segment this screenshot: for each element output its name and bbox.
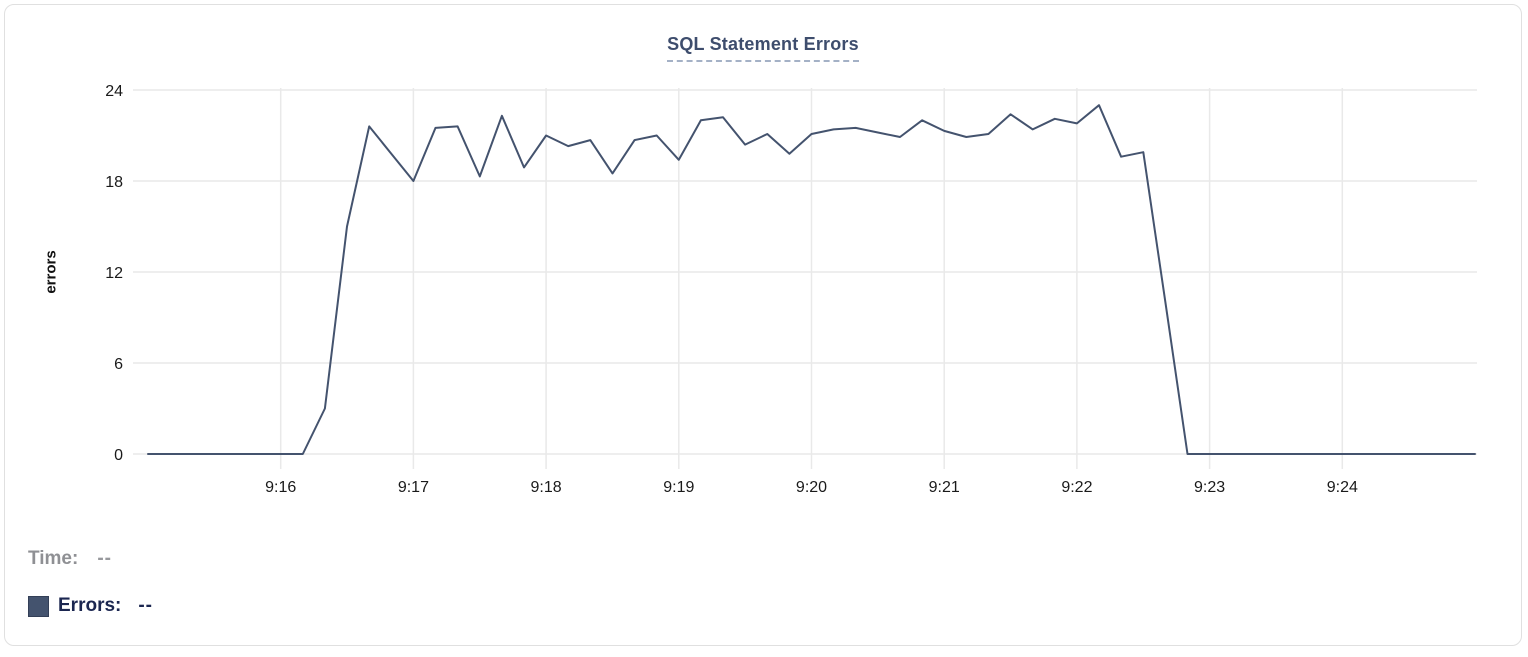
errors-line-chart[interactable]: 0 6 12 18 24 9:16 9:17 9:18 9:19 9:20 9:21 9:22 9:23… <box>5 5 1528 657</box>
time-readout-value: -- <box>97 548 112 569</box>
y-tick-label-24: 24 <box>105 83 123 100</box>
y-tick-label-0: 0 <box>114 447 123 464</box>
time-readout: Time: -- <box>28 548 112 570</box>
errors-series-swatch <box>28 595 49 617</box>
y-axis-label: errors <box>42 250 60 294</box>
x-tick-label-9:17: 9:17 <box>398 479 429 496</box>
errors-line <box>147 104 1476 455</box>
y-tick-label-12: 12 <box>105 265 123 282</box>
y-tick-label-18: 18 <box>105 174 123 191</box>
chart-title[interactable]: SQL Statement Errors <box>667 34 859 62</box>
x-tick-label-9:19: 9:19 <box>663 479 694 496</box>
y-tick-labels: 0 6 12 18 24 <box>105 83 123 464</box>
vertical-gridlines <box>279 88 1344 469</box>
time-readout-label: Time: <box>28 548 79 569</box>
errors-readout-label: Errors: <box>58 595 122 616</box>
chart-title-wrap: SQL Statement Errors <box>5 34 1521 62</box>
x-tick-label-9:18: 9:18 <box>531 479 562 496</box>
x-tick-labels: 9:16 9:17 9:18 9:19 9:20 9:21 9:22 9:23 9:24 <box>265 479 1358 496</box>
x-tick-label-9:20: 9:20 <box>796 479 827 496</box>
horizontal-gridlines <box>133 89 1477 455</box>
x-tick-label-9:16: 9:16 <box>265 479 296 496</box>
x-tick-label-9:23: 9:23 <box>1194 479 1225 496</box>
legend-errors[interactable]: Errors: -- <box>28 595 153 617</box>
x-tick-label-9:21: 9:21 <box>929 479 960 496</box>
x-tick-label-9:22: 9:22 <box>1061 479 1092 496</box>
y-tick-label-6: 6 <box>114 356 123 373</box>
x-tick-label-9:24: 9:24 <box>1327 479 1358 496</box>
errors-readout-value: -- <box>138 595 154 616</box>
chart-card: SQL Statement Errors errors 0 6 12 18 24 9:16… <box>4 4 1522 646</box>
